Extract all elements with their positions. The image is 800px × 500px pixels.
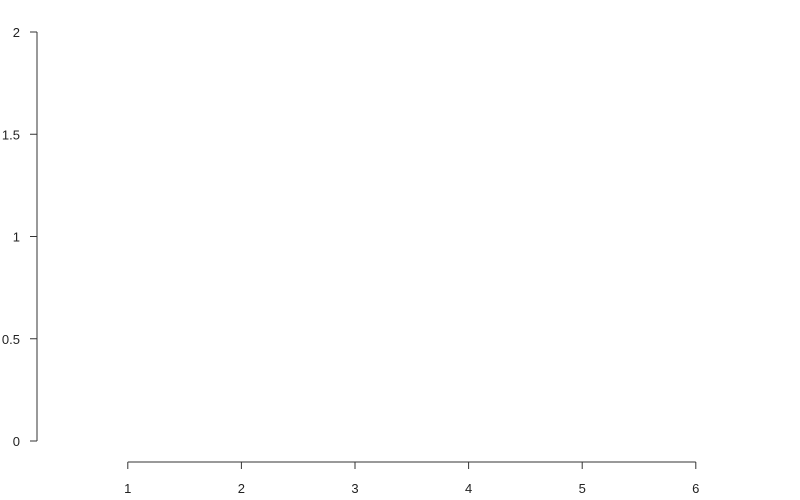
x-tick-label: 1 xyxy=(124,481,131,496)
y-axis: 0 0.5 1 1.5 2 xyxy=(2,25,38,449)
x-tick-label: 5 xyxy=(579,481,586,496)
x-tick-label: 4 xyxy=(465,481,472,496)
y-tick-label: 2 xyxy=(13,25,20,40)
y-tick-label: 0 xyxy=(13,434,20,449)
x-tick-label: 2 xyxy=(238,481,245,496)
y-tick-label: 1.5 xyxy=(2,127,20,142)
x-tick-label: 3 xyxy=(351,481,358,496)
y-tick-label: 1 xyxy=(13,230,20,245)
x-tick-label: 6 xyxy=(692,481,699,496)
x-axis: 1 2 3 4 5 6 xyxy=(124,461,699,496)
y-tick-label: 0.5 xyxy=(2,332,20,347)
